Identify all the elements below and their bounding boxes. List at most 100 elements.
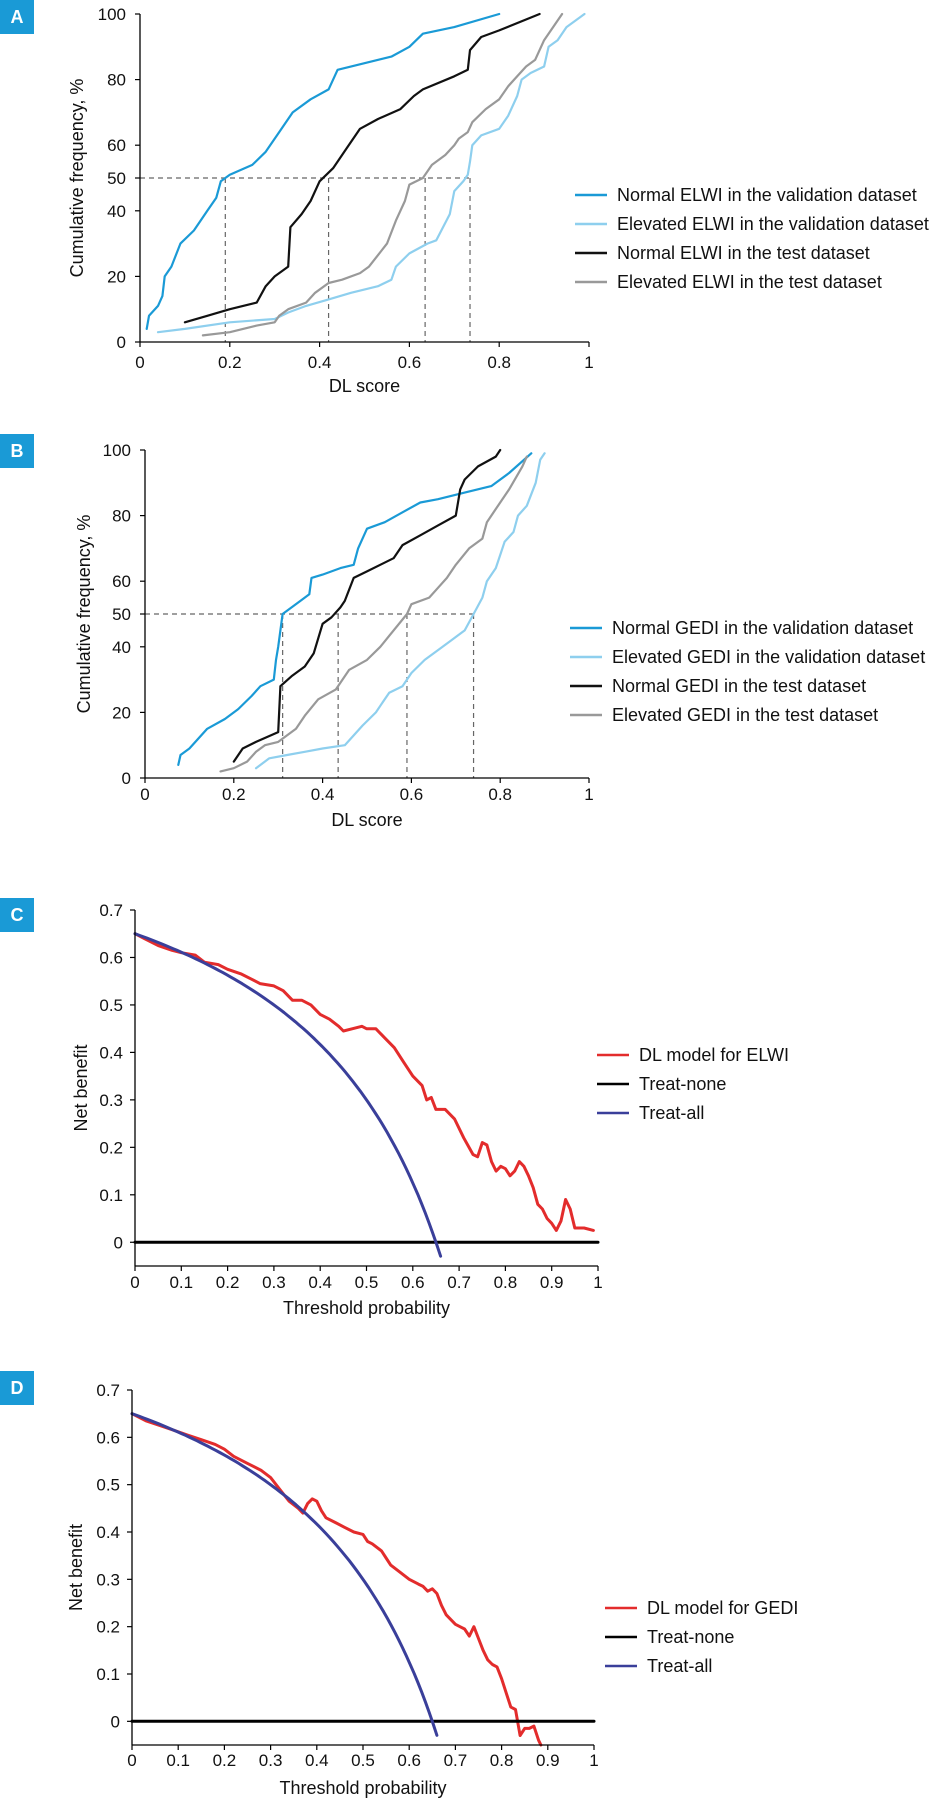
x-tick-label: 0.8 bbox=[487, 353, 511, 372]
y-tick-label: 80 bbox=[112, 507, 131, 526]
y-tick-label: 100 bbox=[103, 441, 131, 460]
x-tick-label: 0.7 bbox=[444, 1751, 468, 1770]
panel-badge bbox=[0, 0, 34, 34]
legend-entry: Treat-all bbox=[647, 1656, 712, 1676]
legend-entry: DL model for GEDI bbox=[647, 1598, 798, 1618]
legend-entry: DL model for ELWI bbox=[639, 1045, 789, 1065]
x-tick-label: 1 bbox=[584, 785, 593, 804]
legend-entry: Normal ELWI in the test dataset bbox=[617, 243, 870, 263]
chart-panel-b: B 0 20 40 50 60 80 100 0 0.2 0.4 0.6 0.8 1 DL score Cum… bbox=[0, 434, 925, 830]
y-tick-label: 50 bbox=[112, 605, 131, 624]
y-tick-label: 0.5 bbox=[96, 1476, 120, 1495]
x-tick-label: 0.4 bbox=[311, 785, 335, 804]
panel-badge bbox=[0, 1371, 34, 1405]
x-tick-label: 0.6 bbox=[400, 785, 424, 804]
x-tick-label: 0.2 bbox=[218, 353, 242, 372]
x-tick-label: 0.1 bbox=[169, 1273, 193, 1292]
panel-letter: A bbox=[11, 7, 24, 27]
chart-panel-d: D 0 0.1 0.2 0.3 0.4 0.5 0.6 0.7 0 0.1 0.2 0.3 0.4 0.5 0… bbox=[0, 1371, 798, 1798]
x-tick-label: 0.2 bbox=[213, 1751, 237, 1770]
legend: Normal ELWI in the validation dataset Ele… bbox=[575, 185, 929, 292]
y-tick-label: 0.6 bbox=[99, 948, 123, 967]
x-tick-label: 0 bbox=[135, 353, 144, 372]
y-tick-label: 0 bbox=[117, 333, 126, 352]
y-tick-label: 0.3 bbox=[96, 1570, 120, 1589]
x-tick-label: 0.9 bbox=[540, 1273, 564, 1292]
y-tick-label: 40 bbox=[107, 202, 126, 221]
x-tick-label: 0 bbox=[127, 1751, 136, 1770]
y-axis-title: Cumulative frequency, % bbox=[74, 515, 94, 714]
series-line-treat-all bbox=[133, 932, 443, 1258]
series-line-dl-model-for-gedi bbox=[130, 1412, 543, 1747]
y-tick-label: 100 bbox=[98, 5, 126, 24]
y-axis-title: Net benefit bbox=[66, 1524, 86, 1611]
x-axis-title: DL score bbox=[331, 810, 402, 830]
panel-badge bbox=[0, 898, 34, 932]
x-tick-label: 0.6 bbox=[401, 1273, 425, 1292]
series-line-normal-gedi-in-the-validation-dataset bbox=[177, 452, 533, 767]
series-line-normal-elwi-in-the-test-dataset bbox=[183, 12, 541, 324]
legend-entry: Treat-none bbox=[647, 1627, 734, 1647]
x-axis-title: DL score bbox=[329, 376, 400, 396]
y-tick-label: 0.6 bbox=[96, 1428, 120, 1447]
y-tick-label: 0.4 bbox=[96, 1523, 120, 1542]
y-tick-label: 0.5 bbox=[99, 996, 123, 1015]
y-tick-label: 0.1 bbox=[96, 1665, 120, 1684]
x-tick-label: 0.8 bbox=[488, 785, 512, 804]
chart-panel-c: C 0 0.1 0.2 0.3 0.4 0.5 0.6 0.7 0 0.1 0.2 0.3 0.4 0.5 0… bbox=[0, 898, 789, 1318]
legend-entry: Elevated ELWI in the test dataset bbox=[617, 272, 882, 292]
x-axis-title: Threshold probability bbox=[279, 1778, 446, 1798]
x-tick-label: 0.8 bbox=[490, 1751, 514, 1770]
series-line-dl-model-for-elwi bbox=[133, 932, 595, 1232]
x-tick-label: 0.3 bbox=[262, 1273, 286, 1292]
x-tick-label: 0.8 bbox=[494, 1273, 518, 1292]
x-tick-label: 0.7 bbox=[447, 1273, 471, 1292]
legend: DL model for GEDI Treat-none Treat-all bbox=[605, 1598, 798, 1676]
x-tick-label: 0.2 bbox=[216, 1273, 240, 1292]
series-line-elevated-elwi-in-the-test-dataset bbox=[201, 12, 564, 337]
y-tick-label: 80 bbox=[107, 71, 126, 90]
legend-entry: Elevated GEDI in the validation dataset bbox=[612, 647, 925, 667]
series-line-elevated-elwi-in-the-validation-dataset bbox=[156, 12, 586, 334]
x-tick-label: 0.6 bbox=[398, 353, 422, 372]
y-tick-label: 50 bbox=[107, 169, 126, 188]
x-tick-label: 0.3 bbox=[259, 1751, 283, 1770]
x-tick-label: 0.4 bbox=[305, 1751, 329, 1770]
y-tick-label: 60 bbox=[112, 572, 131, 591]
y-tick-label: 0.2 bbox=[96, 1618, 120, 1637]
x-tick-label: 1 bbox=[589, 1751, 598, 1770]
panel-badge bbox=[0, 434, 34, 468]
legend-entry: Normal GEDI in the validation dataset bbox=[612, 618, 913, 638]
x-tick-label: 0 bbox=[130, 1273, 139, 1292]
panel-letter: D bbox=[11, 1378, 24, 1398]
y-tick-label: 0.3 bbox=[99, 1091, 123, 1110]
legend-entry: Treat-none bbox=[639, 1074, 726, 1094]
legend-entry: Normal GEDI in the test dataset bbox=[612, 676, 866, 696]
x-tick-label: 0.6 bbox=[397, 1751, 421, 1770]
x-tick-label: 1 bbox=[593, 1273, 602, 1292]
series-line-elevated-gedi-in-the-test-dataset bbox=[219, 455, 528, 773]
x-tick-label: 0.4 bbox=[308, 353, 332, 372]
x-tick-label: 0.2 bbox=[222, 785, 246, 804]
y-tick-label: 0 bbox=[114, 1233, 123, 1252]
series-line-normal-gedi-in-the-test-dataset bbox=[232, 448, 502, 763]
legend: Normal GEDI in the validation dataset Ele… bbox=[570, 618, 925, 725]
legend-entry: Elevated ELWI in the validation dataset bbox=[617, 214, 929, 234]
x-tick-label: 0.4 bbox=[308, 1273, 332, 1292]
x-axis-title: Threshold probability bbox=[283, 1298, 450, 1318]
y-tick-label: 0.1 bbox=[99, 1186, 123, 1205]
legend-entry: Elevated GEDI in the test dataset bbox=[612, 705, 878, 725]
series-line-elevated-gedi-in-the-validation-dataset bbox=[254, 452, 546, 770]
legend-entry: Normal ELWI in the validation dataset bbox=[617, 185, 917, 205]
x-tick-label: 0.5 bbox=[355, 1273, 379, 1292]
y-axis-title: Net benefit bbox=[71, 1044, 91, 1131]
series-line-normal-elwi-in-the-validation-dataset bbox=[145, 12, 501, 330]
y-tick-label: 0 bbox=[122, 769, 131, 788]
legend-entry: Treat-all bbox=[639, 1103, 704, 1123]
x-tick-label: 1 bbox=[584, 353, 593, 372]
series-line-treat-all bbox=[130, 1412, 439, 1737]
panel-letter: B bbox=[11, 441, 24, 461]
y-tick-label: 60 bbox=[107, 136, 126, 155]
x-tick-label: 0 bbox=[140, 785, 149, 804]
